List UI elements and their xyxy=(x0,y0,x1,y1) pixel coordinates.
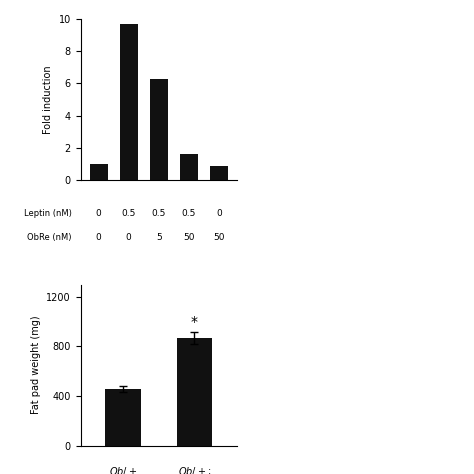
Bar xyxy=(119,24,138,180)
Text: 50: 50 xyxy=(213,233,225,242)
Bar xyxy=(210,166,228,180)
Text: 0: 0 xyxy=(96,233,101,242)
Text: 0.5: 0.5 xyxy=(121,209,136,218)
Text: 0: 0 xyxy=(96,209,101,218)
Text: 50: 50 xyxy=(183,233,195,242)
Text: *: * xyxy=(191,315,198,328)
Text: $\it{Ob/+}$: $\it{Ob/+}$ xyxy=(109,465,137,474)
Bar xyxy=(176,338,212,446)
Text: Leptin (nM): Leptin (nM) xyxy=(24,209,72,218)
Bar xyxy=(150,79,168,180)
Y-axis label: Fat pad weight (mg): Fat pad weight (mg) xyxy=(31,316,41,414)
Text: ObRe (nM): ObRe (nM) xyxy=(27,233,72,242)
Text: 0.5: 0.5 xyxy=(152,209,166,218)
Y-axis label: Fold induction: Fold induction xyxy=(43,65,53,134)
Text: 0: 0 xyxy=(216,209,222,218)
Text: 5: 5 xyxy=(156,233,162,242)
Text: 0: 0 xyxy=(126,233,132,242)
Text: $\it{Ob/+;}$: $\it{Ob/+;}$ xyxy=(178,465,211,474)
Bar xyxy=(105,389,141,446)
Text: 0.5: 0.5 xyxy=(182,209,196,218)
Bar xyxy=(90,164,108,180)
Bar xyxy=(180,154,198,180)
